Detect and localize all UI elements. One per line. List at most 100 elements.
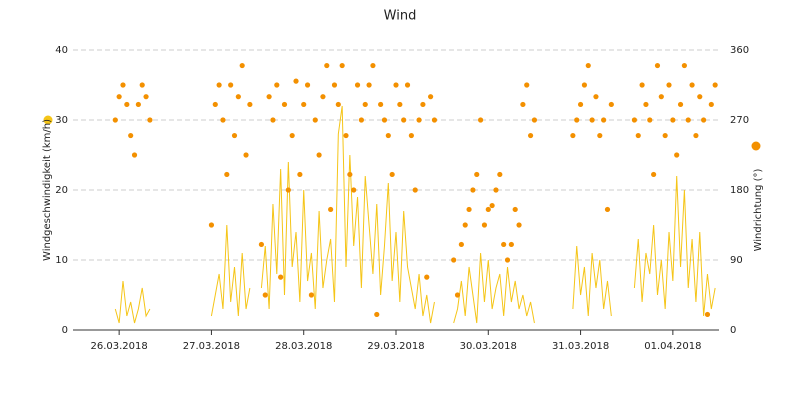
legend-dot: [43, 115, 53, 125]
speed-line: [210, 224, 251, 317]
direction-point: [531, 117, 538, 123]
direction-point: [120, 82, 126, 88]
direction-point: [485, 206, 491, 213]
direction-point: [481, 222, 488, 228]
direction-point: [358, 117, 364, 123]
direction-point: [324, 62, 330, 69]
y-tick-label: 0: [62, 325, 68, 336]
direction-point: [212, 101, 218, 108]
direction-point: [208, 222, 215, 228]
direction-point: [647, 117, 653, 123]
direction-point: [308, 292, 315, 298]
direction-point: [451, 257, 457, 263]
x-tick-label: 31.03.2018: [552, 341, 609, 352]
direction-point: [335, 101, 341, 108]
direction-point: [712, 82, 718, 88]
direction-point: [351, 187, 357, 193]
direction-point: [601, 117, 607, 123]
direction-point: [654, 62, 661, 69]
direction-point: [247, 101, 253, 108]
chart-title: Wind: [384, 9, 417, 24]
direction-point: [466, 206, 472, 213]
direction-point: [570, 132, 576, 139]
x-tick-label: 29.03.2018: [367, 341, 424, 352]
direction-point: [651, 171, 657, 178]
direction-point: [693, 132, 699, 139]
direction-point: [585, 62, 591, 69]
y2-tick-label: 270: [730, 115, 749, 126]
speed-line: [114, 280, 151, 324]
direction-point: [112, 117, 118, 123]
direction-point: [412, 187, 418, 193]
direction-point: [320, 94, 326, 100]
direction-point: [389, 171, 395, 178]
direction-point: [258, 241, 265, 248]
speed-line: [260, 105, 435, 324]
y2-tick-label: 0: [730, 325, 736, 336]
x-tick-label: 28.03.2018: [275, 341, 332, 352]
direction-point: [354, 82, 361, 88]
direction-point: [470, 187, 476, 193]
direction-point: [397, 101, 403, 108]
direction-point: [416, 117, 422, 123]
direction-point: [708, 101, 714, 108]
direction-point: [608, 101, 614, 108]
direction-point: [489, 202, 495, 209]
direction-point: [512, 206, 518, 213]
direction-point: [639, 82, 645, 88]
direction-point: [239, 62, 245, 69]
y-tick-label: 30: [55, 115, 68, 126]
direction-point: [266, 94, 272, 100]
direction-point: [631, 117, 638, 123]
direction-point: [270, 117, 276, 123]
direction-point: [304, 82, 311, 88]
direction-point: [139, 82, 145, 88]
direction-point: [281, 101, 288, 108]
direction-point: [131, 152, 138, 158]
direction-point: [497, 171, 503, 178]
direction-point: [701, 117, 707, 123]
direction-point: [362, 101, 368, 108]
direction-point: [331, 82, 338, 88]
direction-point: [293, 78, 299, 84]
direction-point: [458, 241, 464, 248]
direction-point: [685, 117, 691, 123]
direction-point: [697, 94, 703, 100]
direction-point: [597, 132, 603, 139]
y2-tick-label: 360: [730, 45, 749, 56]
speed-line: [572, 245, 612, 317]
direction-point: [577, 101, 584, 108]
direction-point: [347, 171, 353, 178]
direction-point: [516, 222, 522, 228]
direction-point: [404, 82, 411, 88]
x-tick-label: 27.03.2018: [183, 341, 240, 352]
direction-point: [501, 241, 507, 248]
direction-point: [643, 101, 649, 108]
direction-point: [316, 152, 322, 158]
direction-point: [508, 241, 514, 248]
direction-point: [328, 206, 334, 213]
direction-point: [124, 101, 130, 108]
direction-point: [278, 274, 284, 280]
direction-point: [220, 117, 226, 123]
speed-line: [453, 252, 535, 324]
x-tick-label: 01.04.2018: [644, 341, 701, 352]
direction-point: [228, 82, 234, 88]
direction-point: [135, 101, 141, 108]
direction-point: [462, 222, 468, 228]
direction-point: [428, 94, 434, 100]
direction-point: [454, 292, 461, 298]
direction-point: [385, 132, 391, 139]
direction-point: [381, 117, 388, 123]
direction-point: [216, 82, 222, 88]
direction-point: [231, 132, 238, 139]
direction-point: [670, 117, 676, 123]
direction-point: [147, 117, 153, 123]
direction-point: [420, 101, 426, 108]
y2-tick-label: 180: [730, 185, 749, 196]
direction-point: [477, 117, 484, 123]
direction-point: [339, 62, 345, 69]
direction-point: [378, 101, 384, 108]
direction-point: [274, 82, 280, 88]
